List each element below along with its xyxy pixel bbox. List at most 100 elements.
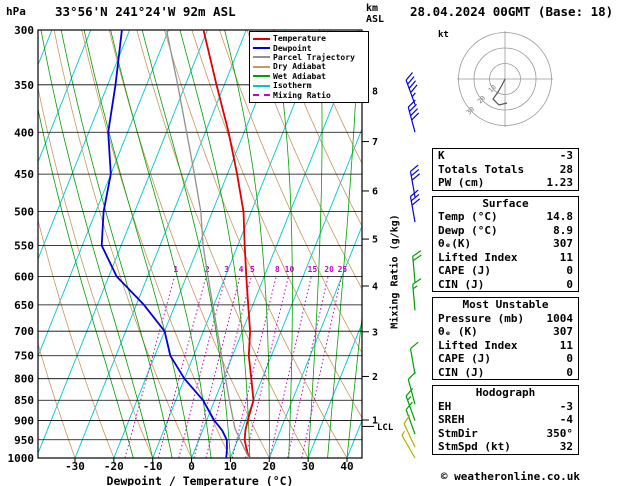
- pressure-tick-label: 300: [14, 24, 34, 37]
- km-tick-label: 7: [372, 137, 378, 148]
- km-tick-label: 4: [372, 281, 378, 292]
- dewpoint-curve: [100, 30, 228, 458]
- table-title: Surface: [482, 196, 529, 210]
- row-value: 14.8: [546, 210, 574, 223]
- row-value: 0: [566, 365, 573, 379]
- legend-item: Isotherm: [253, 81, 365, 90]
- hodograph-unit-label: kt: [438, 30, 449, 40]
- legend-swatch: [253, 47, 270, 50]
- row-label: Pressure (mb): [438, 311, 525, 325]
- legend-swatch: [253, 37, 270, 40]
- table-row: θₑ (K) 307: [433, 325, 578, 339]
- pressure-tick-label: 650: [14, 299, 34, 312]
- wind-barb: [405, 72, 418, 105]
- km-tick-label: 8: [372, 86, 378, 97]
- row-label: θₑ (K): [438, 325, 478, 338]
- row-value: 0: [566, 264, 573, 277]
- pressure-tick-label: 550: [14, 239, 34, 252]
- row-value: 8.9: [553, 223, 573, 237]
- lcl-label: LCL: [377, 423, 394, 433]
- legend-swatch: [253, 84, 270, 87]
- table-row: CAPE (J) 0: [433, 352, 578, 366]
- pressure-tick-label: 750: [14, 350, 34, 363]
- row-label: CAPE (J): [438, 264, 491, 277]
- legend-item: Wet Adiabat: [253, 72, 365, 81]
- row-value: 0: [566, 352, 573, 365]
- pressure-tick-label: 800: [14, 373, 34, 386]
- row-label: CIN (J): [438, 277, 485, 291]
- row-value: 28: [559, 162, 573, 176]
- table-row: Dewp (°C) 8.9: [433, 224, 578, 238]
- hodograph-ring: [458, 32, 552, 126]
- station-title: 33°56'N 241°24'W 92m ASL: [55, 4, 236, 19]
- row-label: EH: [438, 399, 452, 413]
- indices-tables: K -3 Totals Totals 28 PW (cm) 1.23 Surface Temp…: [432, 148, 579, 460]
- legend-label: Dry Adiabat: [273, 62, 326, 72]
- table-row: Totals Totals 28: [433, 163, 578, 177]
- row-value: 1004: [546, 311, 574, 325]
- mixing-ratio-value-label: 15: [308, 265, 318, 274]
- hodograph-ring-label: 20: [476, 94, 487, 105]
- axis-ticks: 3003504004505005506006507007508008509009…: [8, 24, 394, 473]
- km-tick-label: 2: [372, 372, 378, 383]
- mixing-ratio-value-label: 8: [275, 265, 280, 274]
- wind-barb-column: [401, 72, 422, 459]
- mixing-ratio-value-label: 10: [285, 265, 295, 274]
- hodograph-trace: [492, 78, 508, 106]
- legend-label: Isotherm: [273, 81, 312, 91]
- data-table: Hodograph EH -3 SREH -4 StmDir 350° StmSpd (kt)…: [432, 385, 579, 455]
- table-row: StmDir 350°: [433, 427, 578, 441]
- row-label: θₑ(K): [438, 237, 472, 250]
- temperature-curve: [202, 30, 255, 458]
- temperature-tick-label: 10: [224, 460, 237, 473]
- hodograph-ring: [473, 47, 537, 111]
- pressure-tick-label: 500: [14, 206, 34, 219]
- data-table: Most Unstable Pressure (mb) 1004 θₑ (K) 307 L…: [432, 297, 579, 380]
- chart-legend: Temperature Dewpoint Parcel Trajectory Dry …: [249, 31, 369, 103]
- legend-label: Parcel Trajectory: [273, 52, 355, 62]
- table-row: Lifted Index 11: [433, 339, 578, 353]
- temperature-tick-label: 20: [263, 460, 276, 473]
- wind-barb: [407, 99, 420, 133]
- hodograph-ring-label: 10: [487, 83, 498, 94]
- wind-barb: [403, 415, 416, 448]
- table-row: SREH -4: [433, 413, 578, 427]
- row-value: 11: [559, 250, 573, 264]
- copyright-footer: © weatheronline.co.uk: [440, 470, 580, 483]
- mixing-ratio-axis-label: Mixing Ratio (g/kg): [389, 214, 401, 329]
- legend-swatch: [253, 65, 270, 68]
- table-row: CIN (J) 0: [433, 366, 578, 380]
- row-label: Lifted Index: [438, 250, 518, 264]
- row-value: -3: [559, 399, 573, 413]
- legend-swatch: [253, 94, 270, 97]
- sounding-curves: [100, 30, 255, 458]
- mixing-ratio-value-label: 4: [239, 265, 244, 274]
- parcel-trajectory-curve: [165, 30, 250, 458]
- row-label: CIN (J): [438, 365, 485, 379]
- datetime-title: 28.04.2024 00GMT (Base: 18): [410, 4, 614, 19]
- mixing-ratio-value-label: 20: [324, 265, 334, 274]
- pressure-tick-label: 350: [14, 79, 34, 92]
- legend-label: Wet Adiabat: [273, 71, 326, 81]
- temperature-tick-label: 40: [340, 460, 353, 473]
- data-table: Surface Temp (°C) 14.8 Dewp (°C) 8.9 θₑ(K) 307…: [432, 195, 579, 292]
- km-axis-unit-label: km: [366, 3, 379, 14]
- data-table: K -3 Totals Totals 28 PW (cm) 1.23: [432, 148, 579, 191]
- row-label: Totals Totals: [438, 162, 525, 176]
- table-row: PW (cm) 1.23: [433, 176, 578, 190]
- chart-border: [37, 29, 363, 459]
- legend-swatch: [253, 56, 270, 59]
- pressure-tick-label: 600: [14, 270, 34, 283]
- table-row: Temp (°C) 14.8: [433, 210, 578, 224]
- pressure-tick-label: 900: [14, 415, 34, 428]
- row-value: -4: [559, 413, 573, 426]
- row-label: Temp (°C): [438, 210, 498, 223]
- wind-barb: [412, 250, 422, 283]
- table-row: Pressure (mb) 1004: [433, 312, 578, 326]
- pressure-tick-label: 950: [14, 434, 34, 447]
- pressure-tick-label: 1000: [8, 452, 35, 465]
- table-title: Hodograph: [475, 386, 536, 399]
- km-tick-label: 6: [372, 186, 378, 197]
